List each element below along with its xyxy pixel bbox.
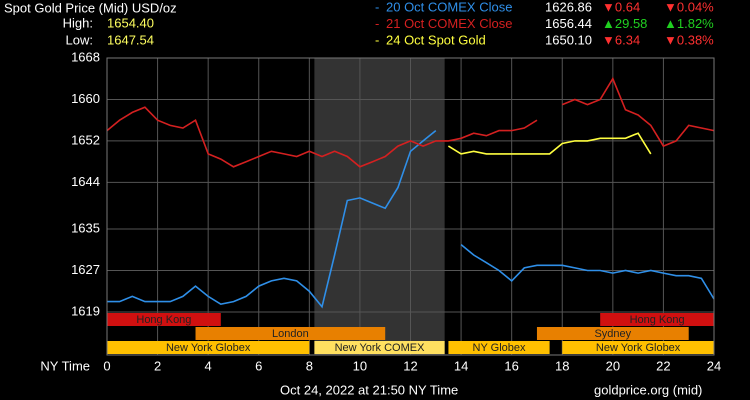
session-bar	[536, 327, 689, 340]
y-tick-label: 1660	[71, 91, 100, 106]
legend-name: 20 Oct COMEX Close	[386, 0, 512, 14]
y-tick-label: 1668	[71, 49, 100, 64]
session-label: Sydney	[594, 328, 631, 340]
y-tick-label: 1619	[71, 303, 100, 318]
session-bar	[107, 313, 221, 326]
legend-line-mark: -	[375, 16, 379, 31]
legend-change: ▼0.64	[602, 0, 640, 14]
x-tick-label: 16	[504, 358, 518, 373]
high-label: High:	[63, 15, 93, 30]
x-tick-label: 2	[154, 358, 161, 373]
legend-line-mark: -	[375, 32, 379, 47]
low-label: Low:	[66, 32, 93, 47]
x-tick-label: 14	[454, 358, 468, 373]
legend-close: 1656.44	[545, 16, 592, 31]
plot-border	[106, 57, 715, 356]
legend-change: ▲29.58	[602, 16, 647, 31]
x-tick-label: 18	[555, 358, 569, 373]
session-label: Hong Kong	[136, 314, 191, 326]
timestamp: Oct 24, 2022 at 21:50 NY Time	[280, 382, 458, 397]
session-bar	[195, 327, 386, 340]
chart-title: Spot Gold Price (Mid) USD/oz	[4, 0, 177, 15]
session-label: Hong Kong	[630, 314, 685, 326]
series-line	[447, 132, 652, 155]
legend-close: 1626.86	[545, 0, 592, 14]
legend-name: 21 Oct COMEX Close	[386, 16, 512, 31]
session-bar	[314, 341, 445, 354]
y-tick-label: 1652	[71, 132, 100, 147]
legend-change: ▼6.34	[602, 32, 640, 47]
series-line	[107, 129, 715, 309]
legend-change-pct: ▲1.82%	[664, 16, 714, 31]
high-value: 1654.40	[107, 15, 154, 30]
source: goldprice.org (mid)	[594, 382, 702, 397]
session-label: New York Globex	[166, 342, 251, 354]
legend-close: 1650.10	[545, 32, 592, 47]
session-bar	[448, 341, 550, 354]
y-tick-label: 1644	[71, 174, 100, 189]
x-tick-label: 20	[606, 358, 620, 373]
y-tick-label: 1627	[71, 262, 100, 277]
x-tick-label: 6	[255, 358, 262, 373]
x-axis-label: NY Time	[40, 358, 90, 373]
low-value: 1647.54	[107, 32, 154, 47]
x-tick-label: 12	[403, 358, 417, 373]
session-label: London	[272, 328, 309, 340]
x-tick-label: 24	[707, 358, 721, 373]
session-bar	[107, 341, 310, 354]
legend-change-pct: ▼0.38%	[664, 32, 714, 47]
session-label: NY Globex	[473, 342, 526, 354]
x-tick-label: 0	[103, 358, 110, 373]
x-tick-label: 8	[306, 358, 313, 373]
session-label: New York Globex	[596, 342, 681, 354]
legend-name: 24 Oct Spot Gold	[386, 32, 486, 47]
session-label: New York COMEX	[335, 342, 426, 354]
session-bar	[562, 341, 714, 354]
x-tick-label: 4	[205, 358, 212, 373]
x-tick-label: 22	[656, 358, 670, 373]
legend-change-pct: ▼0.04%	[664, 0, 714, 14]
legend-line-mark: -	[375, 0, 379, 14]
session-bar	[600, 313, 714, 326]
y-tick-label: 1635	[71, 220, 100, 235]
series-line	[106, 76, 715, 168]
x-tick-label: 10	[353, 358, 367, 373]
